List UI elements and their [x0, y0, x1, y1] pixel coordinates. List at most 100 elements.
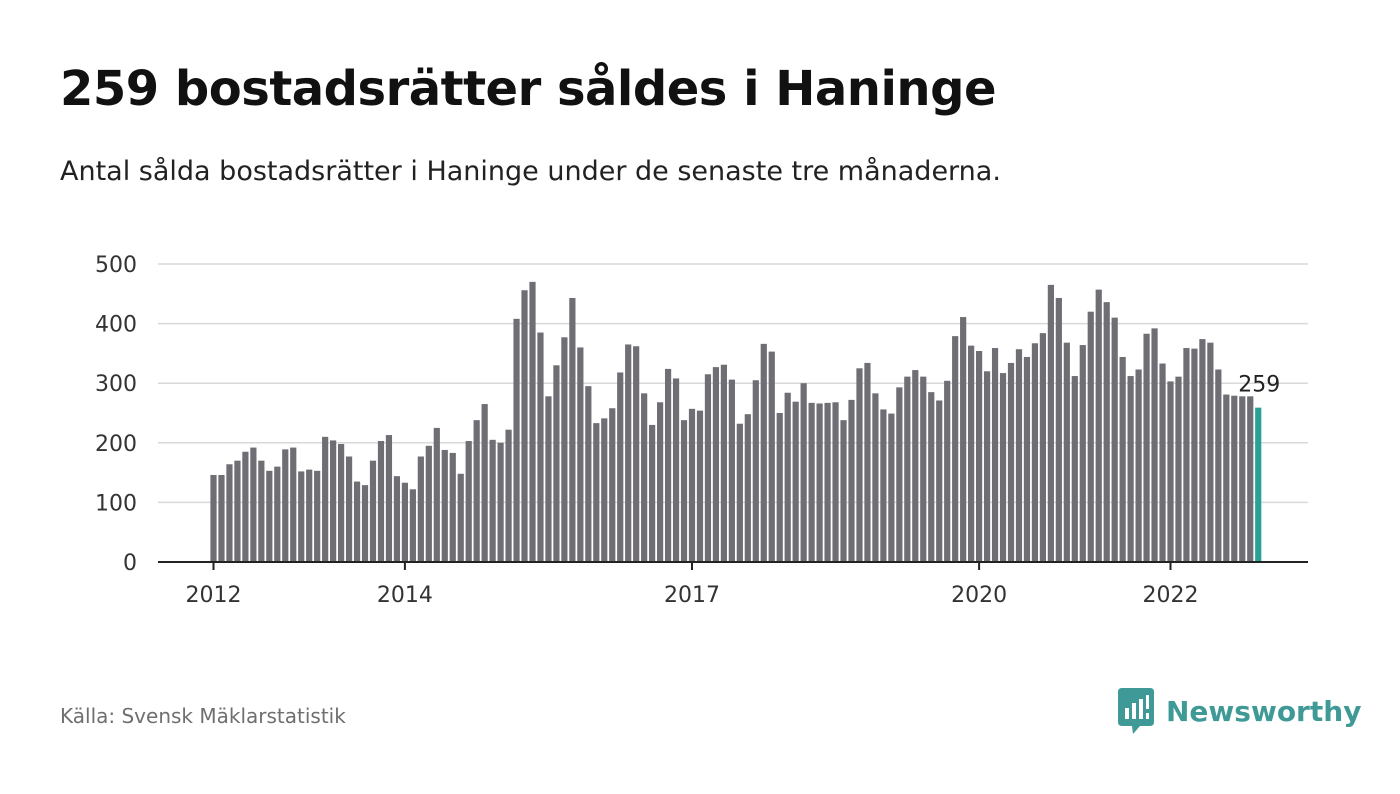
bar: [880, 409, 887, 562]
bar: [274, 466, 281, 562]
bar: [768, 351, 775, 562]
bar: [649, 424, 656, 562]
bar: [385, 435, 393, 562]
value-label: 259: [1238, 373, 1280, 398]
bar: [609, 408, 616, 562]
bar: [672, 378, 680, 562]
bar: [521, 290, 528, 562]
x-tick-label: 2014: [377, 583, 433, 608]
bar: [1247, 396, 1254, 562]
x-axis: [158, 561, 1308, 570]
x-axis-labels: 2012 2014 2017 2020 2022: [186, 583, 1199, 608]
bar: [1031, 343, 1039, 562]
bar: [999, 373, 1007, 562]
bar: [944, 380, 951, 562]
bar: [983, 371, 991, 562]
bar: [353, 481, 361, 562]
bar: [338, 443, 345, 562]
bar: [1111, 317, 1118, 562]
bar: [497, 442, 504, 562]
bar: [577, 347, 584, 562]
bar: [425, 445, 432, 562]
bar: [1127, 376, 1134, 562]
bar: [489, 439, 496, 562]
bar: [1151, 328, 1158, 562]
bar: [800, 383, 807, 562]
bar: [1207, 342, 1214, 562]
bar: [473, 420, 480, 562]
bar: [345, 456, 353, 562]
bar: [1039, 333, 1046, 562]
bar: [465, 441, 472, 562]
bar: [401, 482, 408, 562]
y-tick-label: 200: [95, 432, 137, 457]
bar: [720, 364, 727, 562]
bar: [545, 396, 552, 562]
source-note: Källa: Svensk Mäklarstatistik: [60, 704, 346, 728]
bar: [1103, 302, 1110, 562]
bar: [393, 476, 401, 562]
bars: [210, 281, 1262, 562]
bar: [856, 368, 863, 562]
bar: [314, 470, 321, 562]
bar: [816, 403, 823, 562]
bar: [242, 451, 249, 562]
bar: [1175, 376, 1182, 562]
bar: [728, 379, 735, 562]
bar: [561, 337, 568, 562]
chart-title: 259 bostadsrätter såldes i Haninge: [60, 61, 997, 117]
bar: [369, 460, 377, 562]
bar: [441, 449, 448, 562]
bar: [1199, 339, 1206, 562]
bar: [210, 474, 217, 562]
bar: [377, 441, 385, 562]
annotations: 259: [1238, 373, 1280, 398]
bar: [330, 440, 337, 562]
bar: [361, 485, 369, 562]
bar: [991, 348, 999, 562]
bar: [936, 400, 943, 562]
bar: [234, 460, 241, 562]
bar: [736, 423, 743, 562]
bar: [888, 413, 895, 562]
bar: [569, 297, 576, 562]
bar: [505, 429, 512, 562]
bar: [1239, 396, 1246, 562]
bar: [1183, 348, 1190, 562]
bar: [457, 473, 464, 562]
bar-chart-speech-icon: [1118, 688, 1154, 734]
bar: [449, 452, 456, 562]
bar-chart: 0 100 200 300 400 500 2012 2014 2017 2020 2022 25…: [95, 253, 1308, 608]
bar: [952, 336, 959, 562]
bar: [585, 386, 592, 562]
bar: [409, 489, 416, 562]
bar: [1079, 345, 1086, 562]
bar: [832, 402, 839, 562]
highlighted-bar: [1255, 407, 1262, 562]
bar: [752, 380, 759, 562]
bar: [537, 332, 544, 562]
bar: [633, 346, 640, 562]
bar: [688, 408, 696, 562]
bar: [696, 410, 704, 562]
bar: [968, 345, 975, 562]
bar: [553, 365, 560, 562]
bar: [664, 368, 672, 562]
y-axis-labels: 0 100 200 300 400 500: [95, 253, 137, 576]
bar: [218, 474, 225, 562]
bar: [1191, 348, 1198, 562]
bar: [1223, 394, 1230, 562]
brand-logo: Newsworthy: [1118, 688, 1361, 734]
bar: [1087, 311, 1094, 562]
bar: [306, 469, 313, 562]
bar: [226, 464, 233, 562]
x-tick-label: 2012: [186, 583, 242, 608]
bar: [290, 447, 297, 562]
bar: [266, 470, 273, 562]
bar: [1143, 333, 1150, 562]
bar: [904, 376, 911, 562]
bar: [481, 404, 488, 562]
x-tick-label: 2022: [1143, 583, 1199, 608]
bar: [250, 447, 257, 562]
bar: [1231, 395, 1238, 562]
